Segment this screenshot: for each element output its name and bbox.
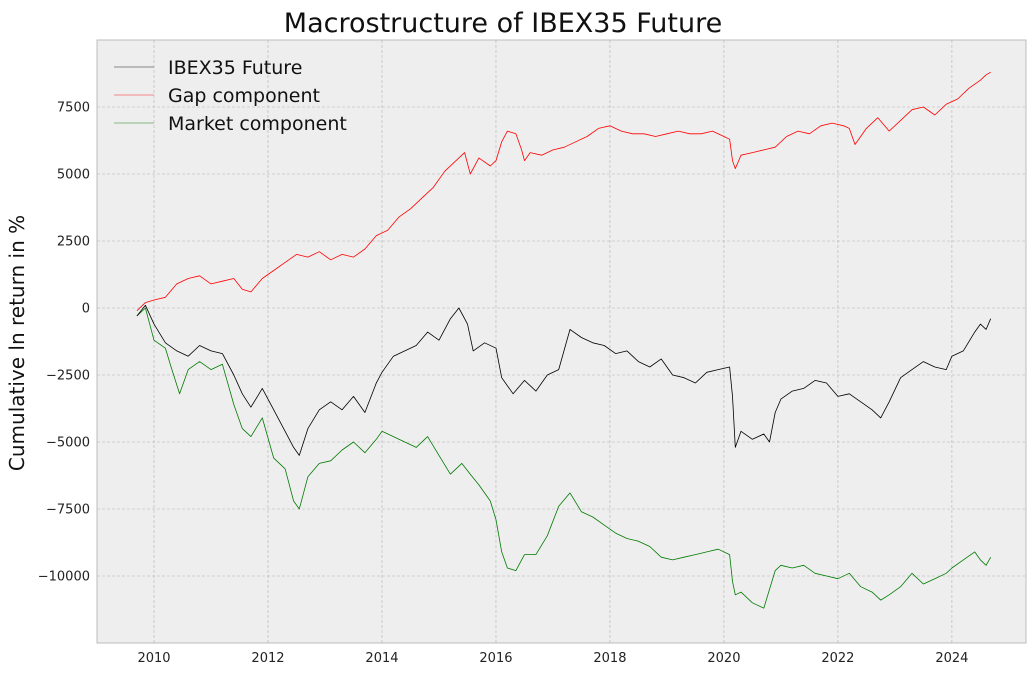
y-axis-label: Cumulative ln return in % [5, 215, 29, 471]
x-tick-label: 2018 [593, 651, 626, 666]
series-line-gap-component [136, 71, 991, 311]
x-tick-label: 2016 [479, 651, 512, 666]
y-tick-label: 2500 [57, 235, 90, 250]
y-tick-label: 5000 [57, 168, 90, 183]
series-line-ibex35-future [136, 304, 992, 456]
legend-label-gap-component: Gap component [168, 85, 320, 107]
legend-label-ibex35-future: IBEX35 Future [168, 57, 302, 79]
tick-labels: 2010 2012 2014 2016 2018 2020 2022 2024 7500 5000… [38, 101, 969, 667]
series-layer [136, 71, 992, 609]
y-tick-label: −2500 [46, 369, 90, 384]
y-tick-label: −5000 [46, 436, 90, 451]
y-tick-label: −10000 [38, 570, 90, 585]
legend-label-market-component: Market component [168, 113, 347, 135]
legend: IBEX35 Future Gap component Market compone… [114, 57, 347, 135]
x-tick-label: 2024 [935, 651, 968, 666]
plot-area [96, 39, 1027, 644]
x-tick-label: 2014 [365, 651, 398, 666]
y-tick-label: 0 [82, 302, 90, 317]
grid [97, 40, 1026, 643]
chart-title: Macrostructure of IBEX35 Future [284, 8, 722, 39]
y-tick-label: −7500 [46, 503, 90, 518]
x-tick-label: 2010 [137, 651, 170, 666]
x-tick-label: 2020 [707, 651, 740, 666]
y-tick-label: 7500 [57, 101, 90, 116]
series-line-market-component [136, 307, 992, 609]
x-tick-label: 2012 [251, 651, 284, 666]
x-tick-label: 2022 [821, 651, 854, 666]
